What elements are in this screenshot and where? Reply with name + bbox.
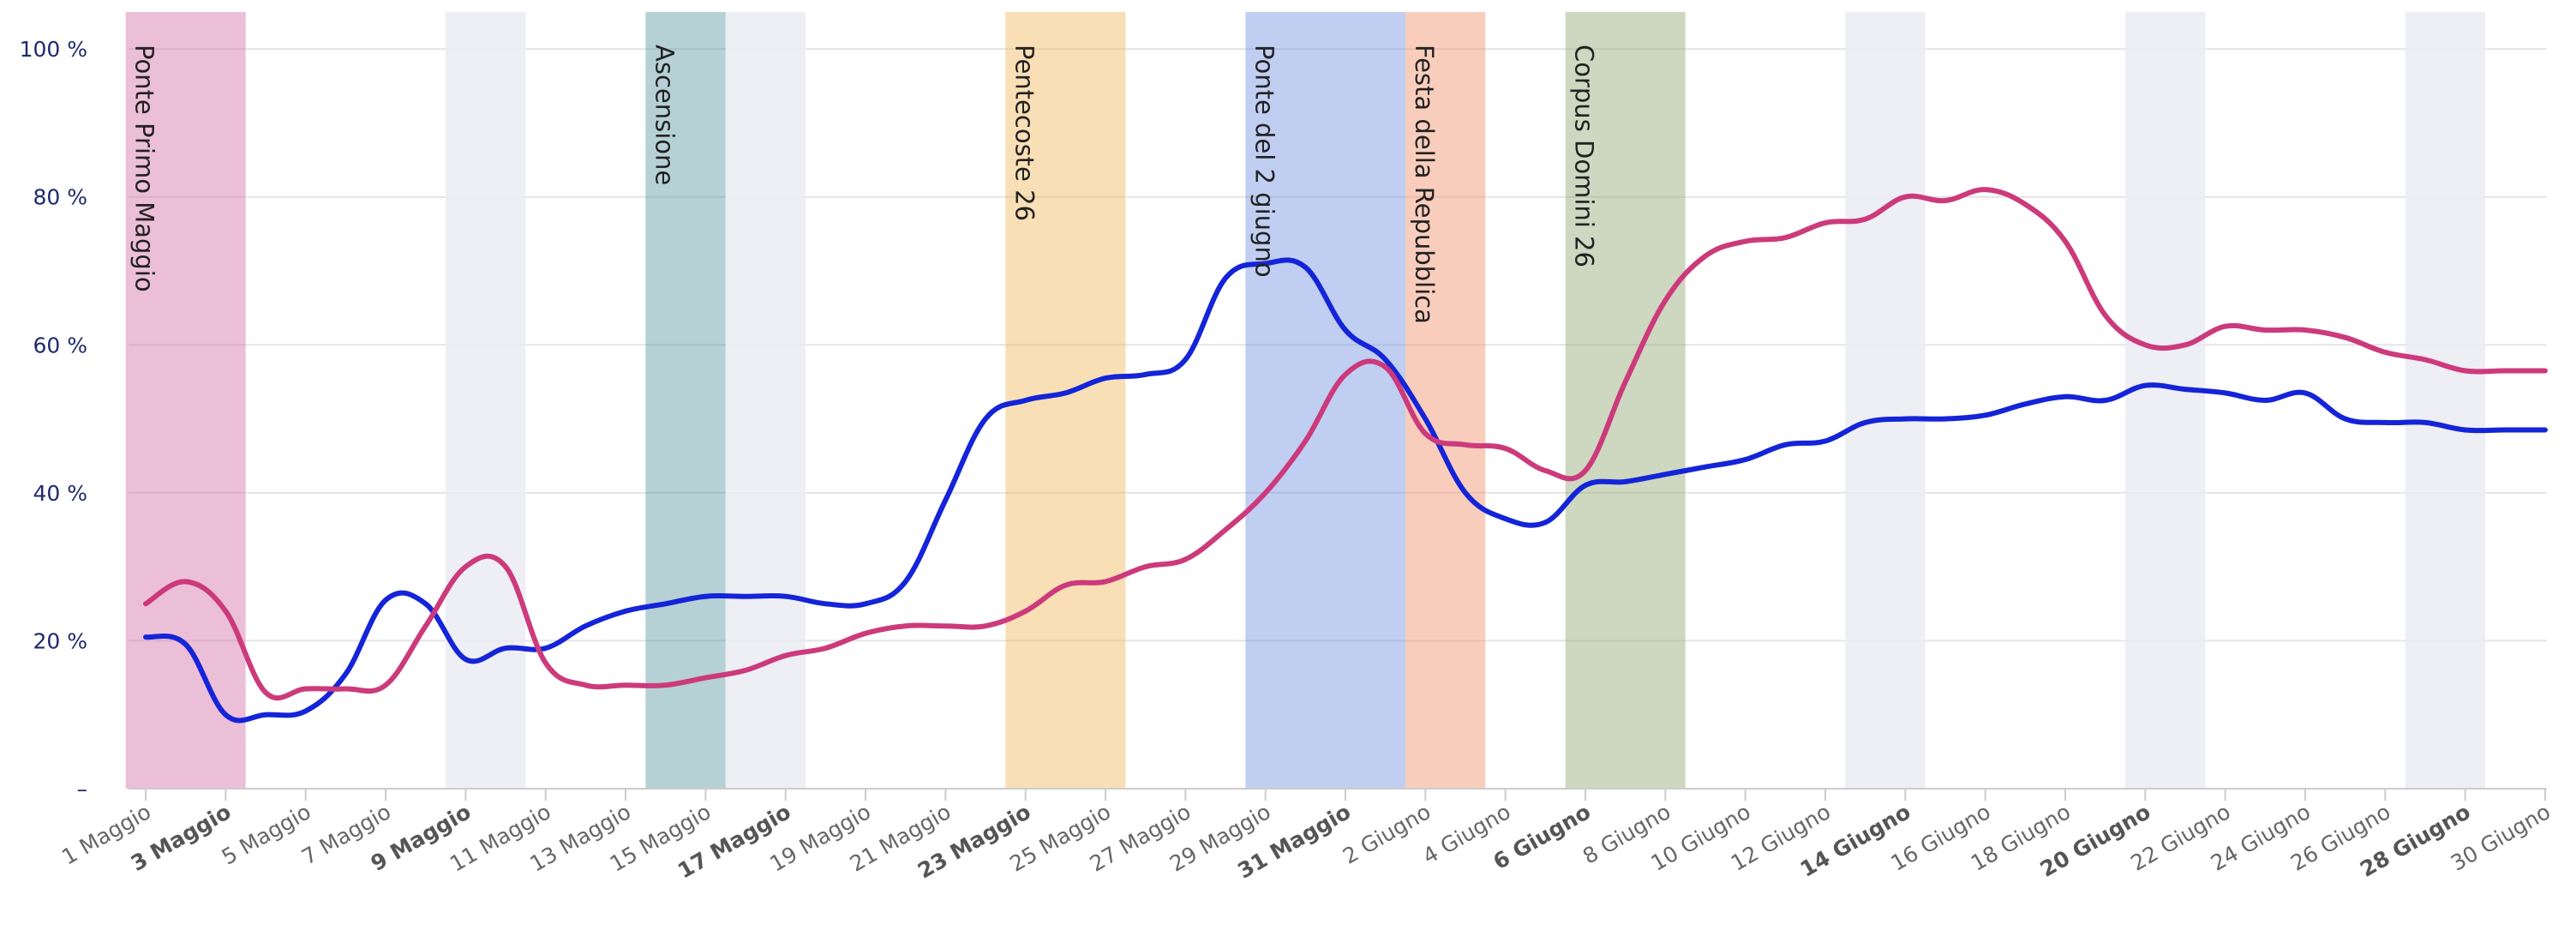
y-tick-label: 40 % (33, 481, 87, 506)
x-tick-label: 2 Giugno (1339, 799, 1435, 869)
series-line (143, 187, 2548, 701)
band-labels: Ponte Primo Maggio Ascensione Pentecoste 2… (130, 45, 1599, 324)
holiday-band (645, 12, 726, 789)
weekend-band (2125, 12, 2206, 789)
y-tick-label: 80 % (33, 185, 87, 210)
weekend-band (446, 12, 526, 789)
y-tick-label: – (77, 777, 88, 802)
band-label: Ponte Primo Maggio (130, 45, 159, 292)
band-label: Corpus Domini 26 (1570, 45, 1599, 267)
weekend-band (1845, 12, 1926, 789)
holiday-band (125, 12, 246, 789)
y-tick-label: 60 % (33, 333, 87, 357)
data-series (143, 187, 2548, 724)
band-label: Ascensione (650, 45, 679, 185)
y-axis: – 20 % 40 % 60 % 80 % 100 % (20, 37, 87, 802)
band-label: Festa della Repubblica (1410, 45, 1439, 324)
holiday-band (1565, 12, 1686, 789)
series-line (143, 257, 2548, 724)
weekend-band (2405, 12, 2485, 789)
holiday-band (1405, 12, 1486, 789)
y-tick-label: 100 % (20, 37, 87, 62)
weekend-band (725, 12, 806, 789)
band-label: Ponte del 2 giugno (1249, 45, 1279, 278)
y-tick-label: 20 % (33, 628, 87, 653)
x-tick-label: 5 Maggio (218, 799, 315, 869)
band-label: Pentecoste 26 (1009, 45, 1039, 221)
highlight-bands (125, 12, 2485, 789)
